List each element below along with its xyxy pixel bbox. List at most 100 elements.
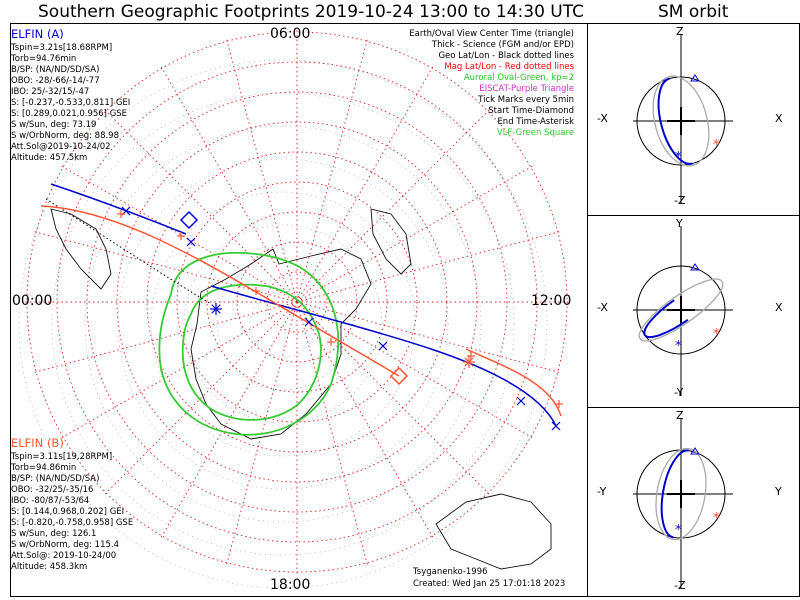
orbit-b-path	[638, 278, 724, 342]
orbit-a-path	[657, 77, 693, 165]
orbit-axis-label-left: -X	[597, 301, 608, 314]
elfin-b-info-line: B/SP: (NA/ND/SD/SA)	[11, 474, 100, 484]
geo-footprint-track	[45, 198, 212, 305]
legend-item: End Time-Asterisk	[497, 117, 574, 127]
model-credit: Tsyganenko-1996	[413, 567, 488, 577]
legend-item: Start Time-Diamond	[488, 106, 574, 116]
orbit-axis-label-bottom: -Z	[674, 579, 686, 592]
mag-lon-line	[296, 165, 533, 303]
orbit-a-asterisk: *	[675, 150, 682, 165]
elfin-b-info-line: S w/OrbNorm, deg: 115.4	[11, 540, 120, 550]
elfin-a-info-line: S w/OrbNorm, deg: 88.98	[11, 131, 120, 141]
mag-lon-line	[296, 109, 490, 303]
mag-lon-line	[104, 109, 298, 303]
elfin-b-info-line: S w/Sun, deg: 126.1	[11, 529, 97, 539]
orbit-group	[638, 278, 724, 342]
mag-lon-line	[104, 301, 298, 495]
elfin-b-info-line: IBO: -80/87/-53/64	[11, 496, 90, 506]
geo-lat-circle	[183, 224, 383, 424]
footprint-map-panel	[10, 23, 589, 597]
start-diamond-a	[179, 210, 199, 230]
geo-lat-circle	[18, 59, 548, 589]
orbit-axis-label-bottom: -Y	[674, 386, 684, 399]
mag-lon-line	[296, 301, 533, 439]
elfin-a-info-line: Tspin=3.21s[18.68RPM]	[11, 43, 113, 53]
auroral-oval-inner	[181, 283, 322, 421]
mag-lon-line	[160, 301, 298, 538]
orbit-axis-label-left: -X	[597, 112, 608, 125]
elfin-a-info: ELFIN (A) Tspin=3.21s[18.68RPM] Torb=94.7…	[11, 27, 130, 164]
geo-lat-circle	[51, 92, 515, 556]
clock-label-bottom: 18:00	[270, 577, 311, 593]
mag-lon-line	[296, 301, 434, 538]
clock-label-left: 00:00	[12, 293, 53, 309]
page-title: Southern Geographic Footprints 2019-10-2…	[38, 2, 585, 22]
orbit-panel-yz: * *	[587, 407, 800, 597]
orbit-a-asterisk: *	[675, 339, 682, 354]
orbit-axis-label-right: X	[775, 112, 783, 125]
elfin-a-info-line: S: [0.289,0.021,0.956] GSE	[11, 109, 128, 119]
mag-lon-line	[296, 301, 490, 495]
orbit-axis-label-top: Y	[676, 217, 683, 230]
clock-label-right: 12:00	[531, 293, 572, 309]
elfin-a-info-line: Torb=94.76min	[11, 54, 77, 64]
elfin-b-info: ELFIN (B) Tspin=3.11s[19.28RPM] Torb=94.8…	[11, 436, 134, 573]
elfin-b-track	[40, 205, 562, 417]
tick-mark-a	[378, 341, 388, 351]
geo-lat-circle	[117, 158, 449, 490]
elfin-a-info-line: IBO: 25/-32/15/-47	[11, 87, 90, 97]
elfin-b-info-line: Att.Sol@: 2019-10-24/00	[11, 551, 117, 561]
orbit-axis-label-top: Z	[676, 25, 684, 38]
continent-outline	[190, 248, 372, 440]
mag-lon-line	[296, 66, 434, 303]
elfin-a-info-line: Altitude: 457.5km	[11, 153, 88, 163]
mag-lon-line	[61, 165, 298, 303]
end-asterisk-a	[211, 304, 221, 314]
legend: Earth/Oval View Center Time (triangle) Th…	[409, 29, 574, 139]
elfin-b-info-line: S: [0.144,0.968,0.202] GEI	[11, 507, 125, 517]
elfin-b-info-line: Tspin=3.11s[19.28RPM]	[11, 452, 113, 462]
orbit-axis-label-right: X	[775, 301, 783, 314]
orbit-title: SM orbit	[658, 2, 729, 22]
elfin-a-info-line: OBO: -28/-66/-14/-77	[11, 76, 100, 86]
mag-lat-circle	[266, 271, 328, 333]
mag-lon-line	[296, 39, 368, 303]
continent-outline	[50, 208, 112, 290]
elfin-a-header: ELFIN (A)	[11, 27, 64, 41]
legend-item: Thick - Science (FGM and/or EPD)	[431, 40, 574, 50]
orbit-plot-xz: **	[633, 34, 733, 204]
elfin-b-info-line: S: [-0.820,-0.758,0.958] GSE	[11, 518, 134, 528]
orbit-a-path	[660, 449, 689, 539]
mag-lon-line	[61, 301, 298, 439]
mag-lon-line	[160, 66, 298, 303]
elfin-b-info-line: OBO: -32/25/-35/16	[11, 485, 94, 495]
orbit-a-path	[643, 299, 689, 339]
view-center-triangle	[690, 74, 700, 82]
tick-mark-a	[186, 237, 196, 247]
clock-label-top: 06:00	[270, 26, 311, 42]
created-credit: Created: Wed Jan 25 17:01:18 2023	[413, 579, 566, 589]
orbit-axis-label-left: -Y	[597, 485, 607, 498]
orbit-b-asterisk: *	[713, 511, 720, 526]
end-asterisk-b	[464, 357, 474, 367]
auroral-oval-outer	[158, 251, 340, 436]
geo-lat-circle	[150, 191, 416, 457]
elfin-a-info-line: Att.Sol@2019-10-24/02	[11, 142, 111, 152]
orbit-b-path	[652, 75, 710, 167]
legend-item: EISCAT-Purple Triangle	[479, 84, 574, 94]
continent-outline	[370, 208, 412, 275]
orbit-group	[652, 75, 710, 167]
footprint-map	[18, 30, 569, 589]
elfin-b-header: ELFIN (B)	[11, 436, 64, 450]
elfin-a-info-line: B/SP: (NA/ND/SD/SA)	[11, 65, 100, 75]
orbit-b-path	[655, 447, 707, 541]
orbit-b-asterisk: *	[713, 138, 720, 153]
elfin-b-info-line: Torb=94.86min	[11, 463, 77, 473]
tick-mark-a	[304, 317, 314, 327]
orbit-plot-xy: **	[633, 226, 733, 396]
view-center-triangle	[690, 263, 700, 271]
legend-item: VLF-Green Square	[496, 128, 574, 138]
geo-lat-circle	[249, 290, 317, 358]
tick-mark-a	[516, 396, 526, 406]
tick-mark-a	[551, 421, 561, 431]
